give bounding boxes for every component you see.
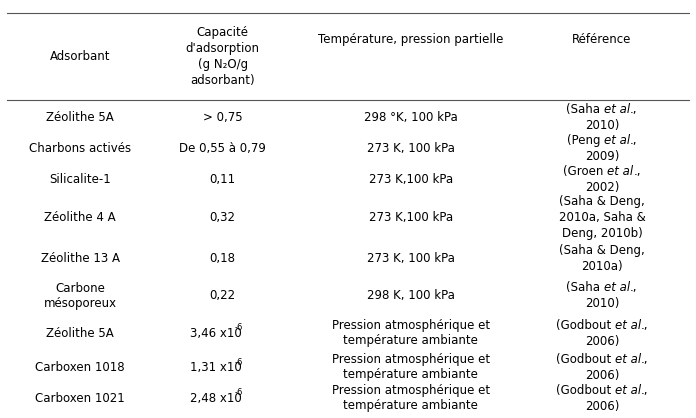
Text: Deng, 2010b): Deng, 2010b) bbox=[562, 227, 642, 240]
Text: .,: ., bbox=[630, 103, 638, 116]
Text: 2010a, Saha &: 2010a, Saha & bbox=[559, 211, 645, 224]
Text: 273 K, 100 kPa: 273 K, 100 kPa bbox=[367, 252, 454, 265]
Text: Zéolithe 4 A: Zéolithe 4 A bbox=[45, 211, 116, 224]
Text: .,: ., bbox=[641, 319, 649, 332]
Text: 1,31 x10: 1,31 x10 bbox=[190, 361, 242, 374]
Text: .,: ., bbox=[641, 353, 649, 366]
Text: 0,11: 0,11 bbox=[209, 173, 236, 186]
Text: 273 K,100 kPa: 273 K,100 kPa bbox=[369, 173, 452, 186]
Text: Carboxen 1018: Carboxen 1018 bbox=[35, 361, 125, 374]
Text: et al: et al bbox=[604, 281, 630, 294]
Text: et al: et al bbox=[615, 319, 641, 332]
Text: Carbone
mésoporeux: Carbone mésoporeux bbox=[43, 282, 117, 310]
Text: (Saha & Deng,: (Saha & Deng, bbox=[559, 195, 645, 208]
Text: .,: ., bbox=[630, 134, 638, 147]
Text: -6: -6 bbox=[235, 357, 243, 367]
Text: 0,32: 0,32 bbox=[209, 211, 236, 224]
Text: Adsorbant: Adsorbant bbox=[50, 50, 110, 63]
Text: 2002): 2002) bbox=[585, 181, 619, 194]
Text: 273 K,100 kPa: 273 K,100 kPa bbox=[369, 211, 452, 224]
Text: (Godbout: (Godbout bbox=[555, 384, 615, 397]
Text: (Saha & Deng,: (Saha & Deng, bbox=[559, 244, 645, 257]
Text: Zéolithe 5A: Zéolithe 5A bbox=[46, 327, 114, 340]
Text: 2010): 2010) bbox=[585, 297, 619, 310]
Text: (Saha: (Saha bbox=[567, 281, 604, 294]
Text: 3,46 x10: 3,46 x10 bbox=[190, 327, 242, 340]
Text: et al: et al bbox=[615, 384, 641, 397]
Text: et al: et al bbox=[604, 134, 630, 147]
Text: et al: et al bbox=[615, 353, 641, 366]
Text: 2010): 2010) bbox=[585, 120, 619, 133]
Text: De 0,55 à 0,79: De 0,55 à 0,79 bbox=[180, 142, 266, 155]
Text: et al: et al bbox=[608, 165, 633, 178]
Text: -6: -6 bbox=[235, 323, 243, 332]
Text: et al: et al bbox=[604, 103, 630, 116]
Text: 0,22: 0,22 bbox=[209, 289, 236, 302]
Text: 2006): 2006) bbox=[585, 369, 619, 382]
Text: Zéolithe 13 A: Zéolithe 13 A bbox=[40, 252, 120, 265]
Text: Température, pression partielle: Température, pression partielle bbox=[318, 33, 503, 46]
Text: (Godbout: (Godbout bbox=[555, 319, 615, 332]
Text: (Saha: (Saha bbox=[567, 103, 604, 116]
Text: .,: ., bbox=[630, 281, 638, 294]
Text: Pression atmosphérique et
température ambiante: Pression atmosphérique et température am… bbox=[331, 319, 490, 347]
Text: Silicalite-1: Silicalite-1 bbox=[49, 173, 111, 186]
Text: (Peng: (Peng bbox=[567, 134, 604, 147]
Text: Capacité
d'adsorption
(g N₂O/g
adsorbant): Capacité d'adsorption (g N₂O/g adsorbant… bbox=[186, 26, 260, 87]
Text: 2009): 2009) bbox=[585, 150, 619, 163]
Text: 273 K, 100 kPa: 273 K, 100 kPa bbox=[367, 142, 454, 155]
Text: 0,18: 0,18 bbox=[209, 252, 236, 265]
Text: Charbons activés: Charbons activés bbox=[29, 142, 131, 155]
Text: (Godbout: (Godbout bbox=[555, 353, 615, 366]
Text: .,: ., bbox=[633, 165, 641, 178]
Text: 2010a): 2010a) bbox=[581, 260, 623, 273]
Text: 2006): 2006) bbox=[585, 335, 619, 348]
Text: .,: ., bbox=[641, 384, 649, 397]
Text: Pression atmosphérique et
température ambiante: Pression atmosphérique et température am… bbox=[331, 385, 490, 413]
Text: (Groen: (Groen bbox=[563, 165, 608, 178]
Text: Zéolithe 5A: Zéolithe 5A bbox=[46, 111, 114, 125]
Text: -6: -6 bbox=[235, 388, 243, 398]
Text: 2,48 x10: 2,48 x10 bbox=[190, 392, 242, 405]
Text: 298 °K, 100 kPa: 298 °K, 100 kPa bbox=[364, 111, 457, 125]
Text: > 0,75: > 0,75 bbox=[203, 111, 242, 125]
Text: Carboxen 1021: Carboxen 1021 bbox=[35, 392, 125, 405]
Text: 298 K, 100 kPa: 298 K, 100 kPa bbox=[367, 289, 454, 302]
Text: Référence: Référence bbox=[572, 33, 632, 46]
Text: 2006): 2006) bbox=[585, 400, 619, 413]
Text: Pression atmosphérique et
température ambiante: Pression atmosphérique et température am… bbox=[331, 354, 490, 382]
